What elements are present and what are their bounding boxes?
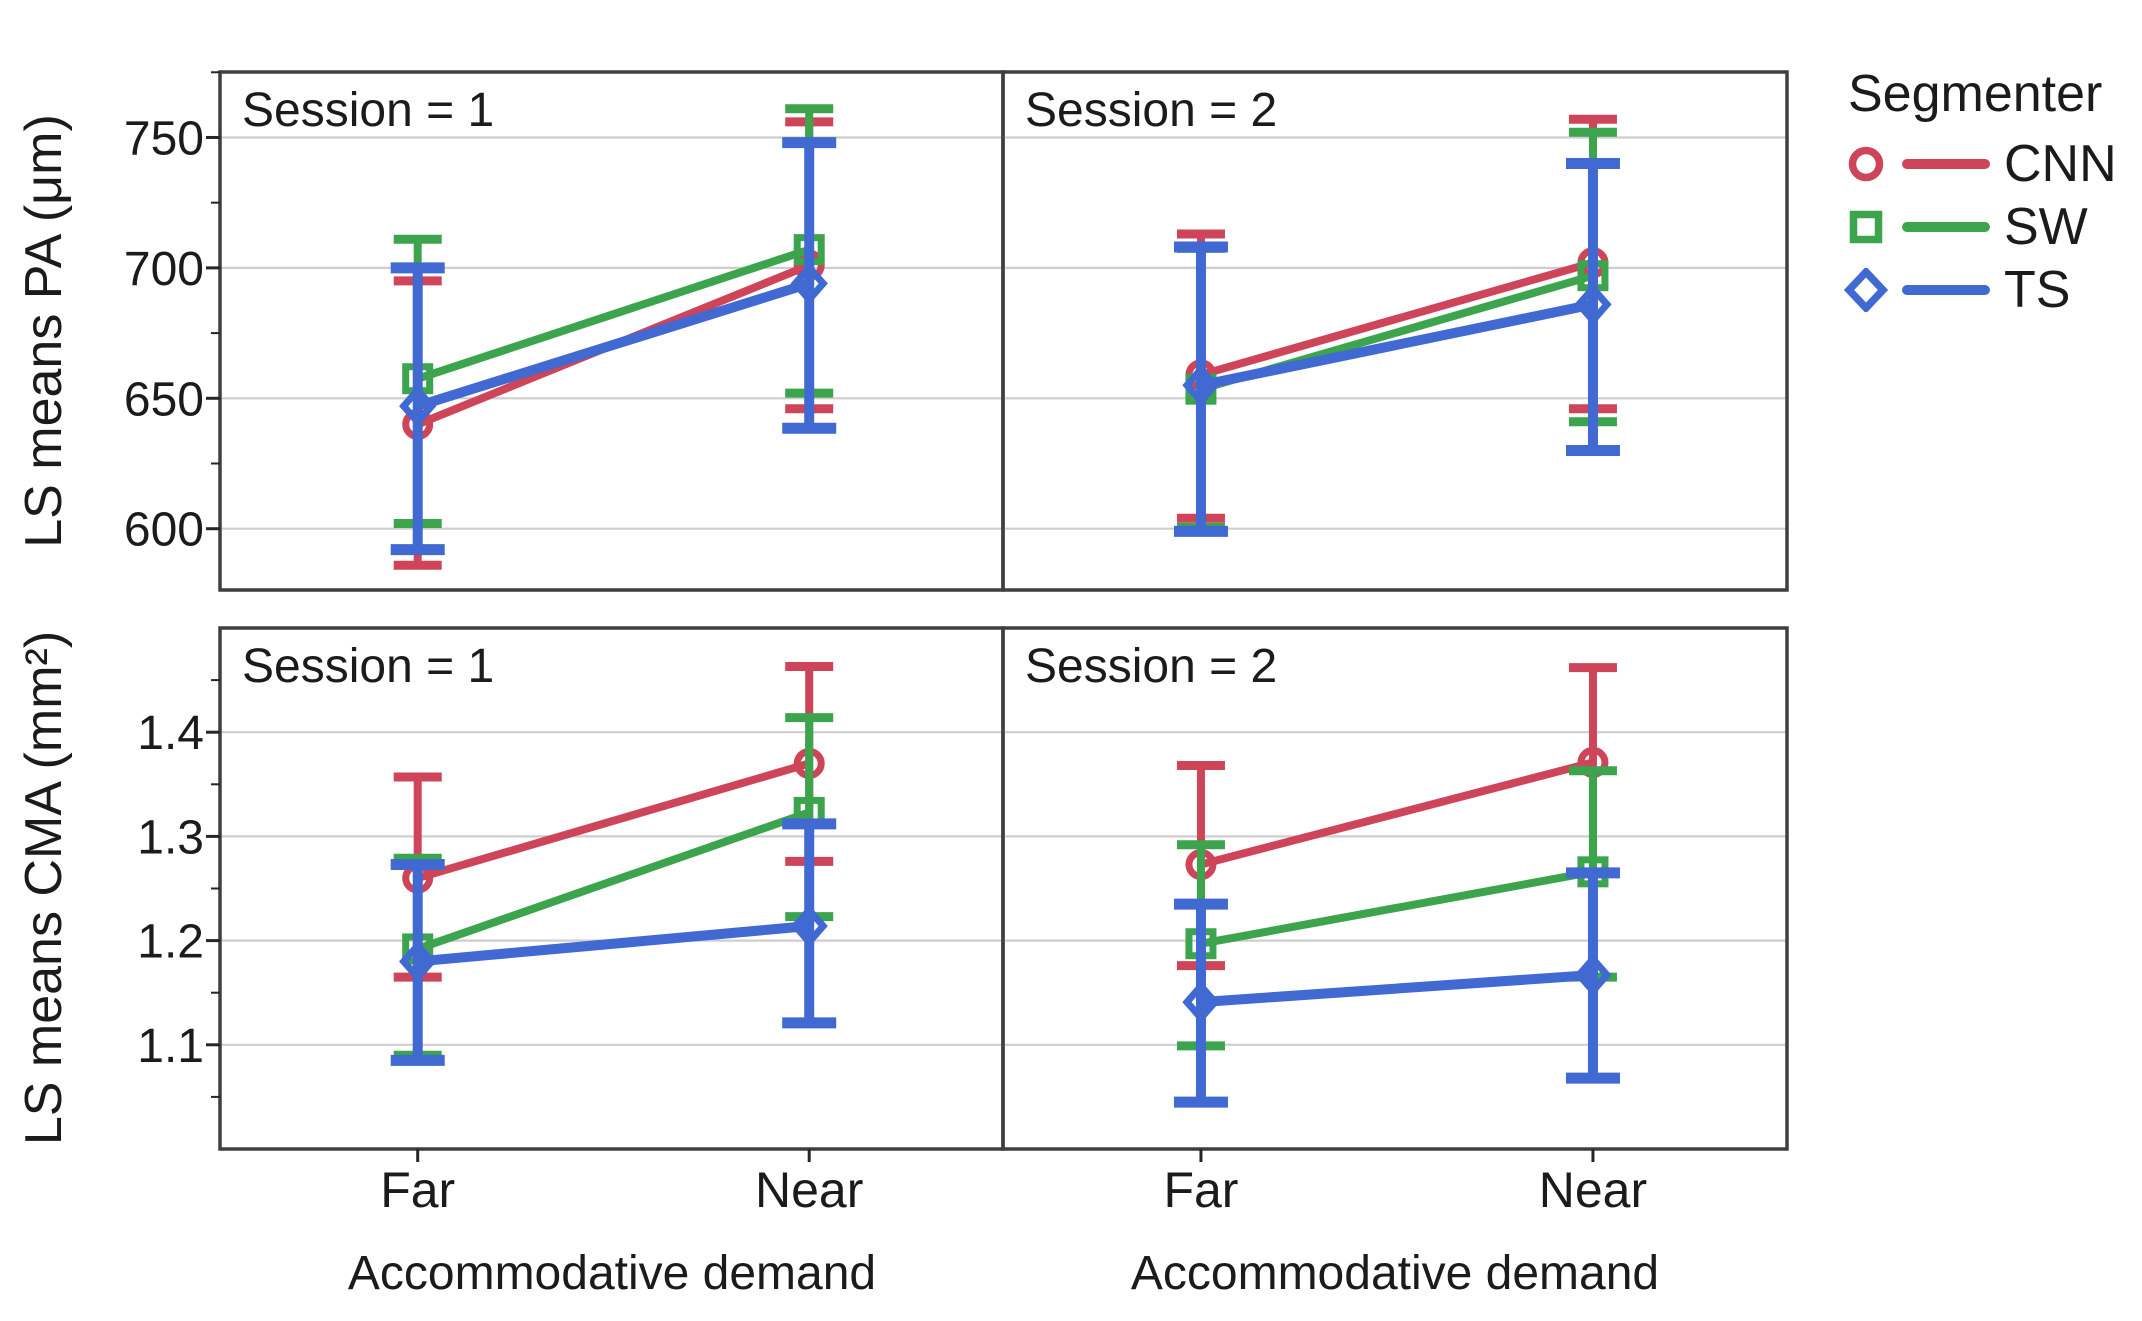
series-line-sw bbox=[1200, 867, 1594, 948]
y-tick-label: 600 bbox=[124, 504, 204, 557]
series-line-sw bbox=[416, 808, 811, 953]
x-axis-title-left: Accommodative demand bbox=[347, 1247, 877, 1300]
y-tick-label: 750 bbox=[124, 112, 204, 165]
y-tick-label: 1.2 bbox=[137, 916, 204, 969]
x-axis-title-right: Accommodative demand bbox=[1130, 1247, 1660, 1300]
series-line-cnn bbox=[416, 759, 811, 882]
x-category-label: Far bbox=[1163, 1162, 1238, 1218]
x-category-label: Near bbox=[1539, 1162, 1647, 1218]
diamond-marker-icon bbox=[1844, 268, 1888, 312]
legend-label-cnn: CNN bbox=[2004, 135, 2117, 193]
series-line-ts bbox=[417, 921, 810, 967]
legend-entry-cnn: CNN bbox=[1844, 138, 2117, 190]
panel-border bbox=[218, 626, 1005, 1151]
series-line-ts bbox=[1199, 299, 1594, 391]
legend-line-swatch-sw bbox=[1902, 222, 1990, 232]
panel-border bbox=[1001, 70, 1789, 592]
circle-marker-icon bbox=[1848, 146, 1884, 182]
panel-border bbox=[218, 70, 1005, 592]
y-axis-title-cma: LS means CMA (mm²) bbox=[15, 630, 73, 1146]
legend-label-ts: TS bbox=[2004, 261, 2071, 319]
marker-diamond-ts bbox=[399, 940, 437, 983]
legend-label-sw: SW bbox=[2004, 198, 2088, 256]
marker-diamond-ts bbox=[399, 384, 437, 428]
series-line-cnn bbox=[1199, 758, 1594, 869]
y-tick-label: 700 bbox=[124, 243, 204, 296]
panel-border bbox=[1001, 626, 1789, 1151]
legend-title: Segmenter bbox=[1848, 65, 2103, 123]
y-axis-title-pa: LS means PA (μm) bbox=[15, 114, 73, 548]
legend: Segmenter CNN SW bbox=[1844, 64, 2117, 327]
panel-title: Session = 1 bbox=[242, 640, 494, 693]
legend-entry-ts: TS bbox=[1844, 264, 2117, 316]
marker-diamond-ts bbox=[1182, 363, 1220, 407]
y-tick-label: 1.1 bbox=[137, 1020, 204, 1073]
panel-title: Session = 2 bbox=[1025, 84, 1277, 137]
legend-line-swatch-ts bbox=[1902, 285, 1990, 295]
marker-diamond-ts bbox=[1574, 953, 1612, 997]
series-line-ts bbox=[416, 278, 811, 411]
series-line-sw bbox=[416, 245, 811, 383]
legend-entry-sw: SW bbox=[1844, 201, 2117, 253]
series-line-cnn bbox=[1199, 258, 1595, 379]
y-tick-label: 1.4 bbox=[137, 707, 204, 760]
marker-diamond-ts bbox=[790, 904, 828, 948]
y-tick-label: 1.3 bbox=[137, 811, 204, 864]
legend-line-swatch-cnn bbox=[1902, 159, 1990, 169]
panel-title: Session = 1 bbox=[242, 84, 494, 137]
marker-diamond-ts bbox=[1182, 980, 1220, 1024]
x-category-label: Far bbox=[380, 1162, 455, 1218]
x-category-label: Near bbox=[755, 1162, 863, 1218]
marker-diamond-ts bbox=[790, 262, 828, 305]
square-marker-icon bbox=[1849, 210, 1883, 244]
y-tick-label: 650 bbox=[124, 373, 204, 426]
marker-diamond-ts bbox=[1574, 283, 1612, 326]
panel-title: Session = 2 bbox=[1025, 640, 1277, 693]
series-line-ts bbox=[1200, 969, 1594, 1008]
